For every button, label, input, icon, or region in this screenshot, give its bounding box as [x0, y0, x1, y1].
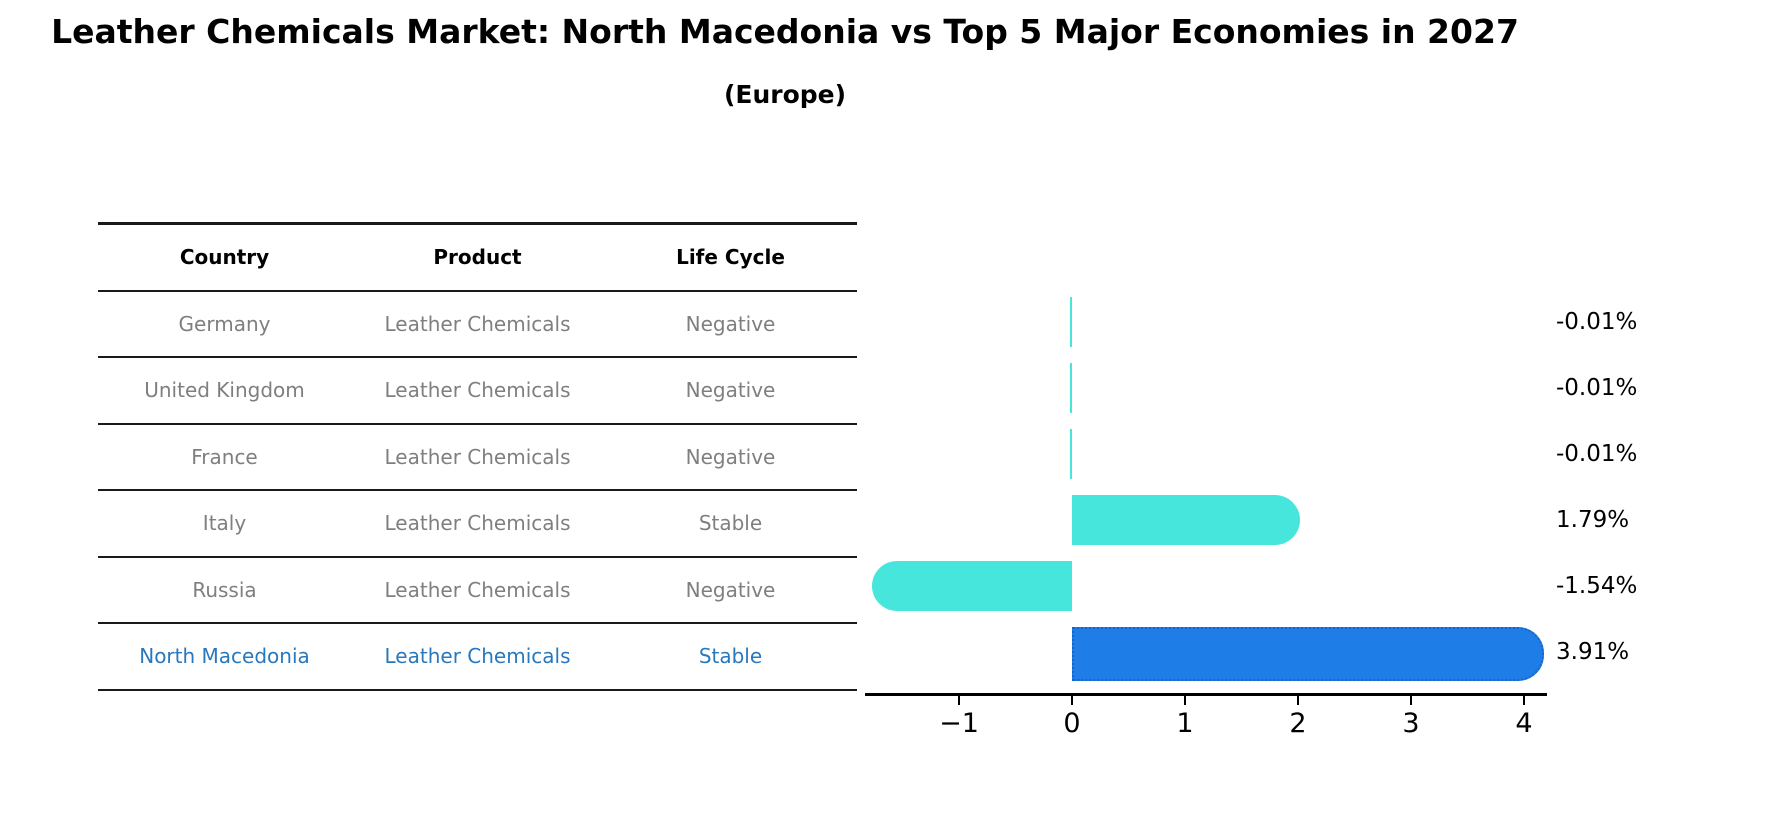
x-tick-4: [1522, 696, 1526, 705]
x-tick-3: [1409, 696, 1413, 705]
bar-united-kingdom: [1069, 363, 1072, 413]
cell-country: Italy: [202, 511, 247, 536]
cell-product: Leather Chemicals: [384, 511, 571, 536]
cell-country: Germany: [178, 311, 271, 336]
cell-life-cycle: Stable: [698, 644, 763, 669]
cell-country: United Kingdom: [144, 378, 305, 403]
cell-product: Leather Chemicals: [384, 378, 571, 403]
x-tick-label-1: 1: [1176, 708, 1194, 739]
x-axis: [865, 693, 1547, 696]
cell-life-cycle: Stable: [698, 511, 763, 536]
cell-country: Russia: [192, 577, 257, 602]
cell-product: Leather Chemicals: [384, 577, 571, 602]
cell-life-cycle: Negative: [685, 378, 776, 403]
cell-life-cycle: Negative: [685, 444, 776, 469]
cell-product: Leather Chemicals: [384, 644, 571, 669]
bar-russia: [871, 561, 1072, 611]
cell-life-cycle: Negative: [685, 311, 776, 336]
chart-subtitle: (Europe): [723, 80, 847, 109]
x-tick-label-0: 0: [1063, 708, 1081, 739]
bar-value-label-north-macedonia: 3.91%: [1556, 639, 1630, 665]
x-tick-−1: [957, 696, 961, 705]
cell-product: Leather Chemicals: [384, 444, 571, 469]
cell-life-cycle: Negative: [685, 577, 776, 602]
table-row-united-kingdom: United Kingdom Leather Chemicals Negativ…: [98, 358, 857, 425]
x-tick-1: [1183, 696, 1187, 705]
x-tick-label-−1: −1: [939, 708, 979, 739]
x-tick-2: [1296, 696, 1300, 705]
cell-country: France: [191, 444, 258, 469]
bar-france: [1069, 429, 1072, 479]
table-header-row: Country Product Life Cycle: [98, 225, 857, 292]
x-tick-0: [1070, 696, 1074, 705]
x-tick-label-4: 4: [1515, 708, 1533, 739]
bar-north-macedonia: [1072, 627, 1544, 681]
bar-value-label-russia: -1.54%: [1556, 573, 1638, 599]
col-header-product: Product: [433, 245, 522, 270]
x-tick-label-2: 2: [1289, 708, 1307, 739]
bar-value-label-united-kingdom: -0.01%: [1556, 375, 1638, 401]
cell-product: Leather Chemicals: [384, 311, 571, 336]
x-tick-label-3: 3: [1402, 708, 1420, 739]
table-row-north-macedonia: North Macedonia Leather Chemicals Stable: [98, 624, 857, 691]
table-row-germany: Germany Leather Chemicals Negative: [98, 292, 857, 358]
col-header-country: Country: [179, 245, 270, 270]
chart-title: Leather Chemicals Market: North Macedoni…: [51, 12, 1519, 51]
bar-value-label-italy: 1.79%: [1556, 507, 1630, 533]
table-row-france: France Leather Chemicals Negative: [98, 425, 857, 491]
bar-italy: [1072, 495, 1301, 545]
table-row-russia: Russia Leather Chemicals Negative: [98, 558, 857, 624]
col-header-life-cycle: Life Cycle: [676, 245, 785, 270]
bar-germany: [1069, 297, 1072, 347]
country-table: Country Product Life Cycle Germany Leath…: [98, 222, 857, 691]
cell-country: North Macedonia: [139, 644, 310, 669]
bar-value-label-germany: -0.01%: [1556, 309, 1638, 335]
table-row-italy: Italy Leather Chemicals Stable: [98, 491, 857, 558]
bar-value-label-france: -0.01%: [1556, 441, 1638, 467]
